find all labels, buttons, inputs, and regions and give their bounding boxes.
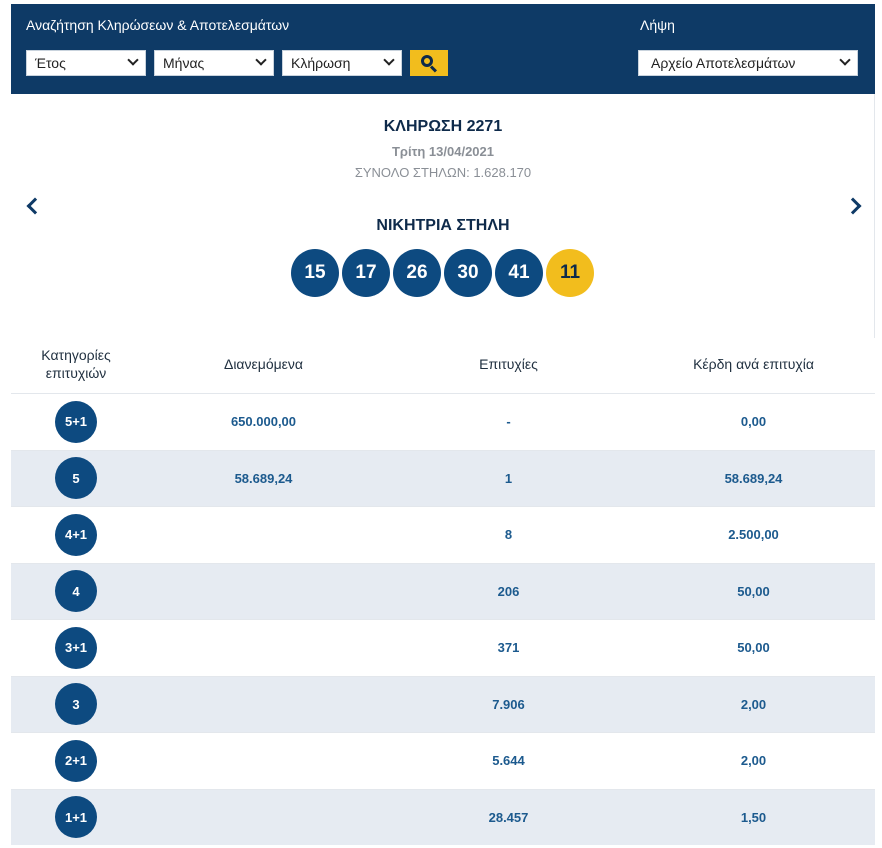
winners-cell: 1 [504, 470, 513, 486]
archive-select-label: Αρχείο Αποτελεσμάτων [651, 55, 796, 71]
winning-numbers: 15 17 26 30 41 11 [291, 249, 594, 297]
search-icon [421, 55, 438, 73]
winning-number: 26 [393, 249, 441, 297]
winners-cell: 28.457 [488, 809, 529, 825]
category-badge: 2+1 [55, 739, 97, 782]
month-select[interactable]: Μήνας [154, 50, 274, 76]
distributed-cell: 58.689,24 [234, 470, 293, 486]
search-button[interactable] [410, 50, 448, 76]
table-row: 4+1 8 2.500,00 [11, 506, 875, 563]
year-select[interactable]: Έτος [26, 50, 146, 76]
table-row: 3+1 371 50,00 [11, 619, 875, 676]
winning-column-title: ΝΙΚΗΤΡΙΑ ΣΤΗΛΗ [376, 217, 510, 234]
search-bar: Αναζήτηση Κληρώσεων & Αποτελεσμάτων Λήψη… [11, 4, 875, 94]
draw-select-label: Κλήρωση [291, 55, 351, 71]
chevron-down-icon [839, 54, 851, 66]
winning-number: 41 [495, 249, 543, 297]
prize-cell: 2,00 [740, 753, 767, 769]
winners-cell: 5.644 [492, 753, 525, 769]
year-select-label: Έτος [35, 55, 66, 71]
winning-number: 17 [342, 249, 390, 297]
chevron-down-icon [255, 54, 267, 66]
category-badge: 4 [55, 570, 97, 613]
winners-cell: 8 [504, 527, 513, 543]
prize-cell: 2,00 [740, 696, 767, 712]
category-badge: 4+1 [55, 513, 97, 556]
table-row: 4 206 50,00 [11, 562, 875, 619]
search-title: Αναζήτηση Κληρώσεων & Αποτελεσμάτων [26, 17, 290, 33]
header-category: Κατηγορίες επιτυχιών [41, 347, 111, 381]
joker-number: 11 [546, 249, 594, 297]
winners-cell: 7.906 [492, 696, 525, 712]
winners-cell: - [506, 414, 511, 430]
distributed-cell: 650.000,00 [230, 414, 297, 430]
category-badge: 3+1 [55, 626, 97, 669]
prize-cell: 50,00 [737, 583, 770, 599]
draw-select[interactable]: Κλήρωση [282, 50, 402, 76]
winners-cell: 206 [497, 583, 520, 599]
category-badge: 3 [55, 683, 97, 726]
header-winners: Επιτυχίες [479, 356, 538, 372]
table-row: 5 58.689,24 1 58.689,24 [11, 449, 875, 506]
category-badge: 5 [55, 457, 97, 500]
category-badge: 5+1 [55, 400, 97, 443]
archive-select[interactable]: Αρχείο Αποτελεσμάτων [638, 50, 858, 76]
table-row: 1+1 28.457 1,50 [11, 788, 875, 845]
prize-cell: 1,50 [740, 809, 767, 825]
draw-panel: ΚΛΗΡΩΣΗ 2271 Τρίτη 13/04/2021 ΣΥΝΟΛΟ ΣΤΗ… [11, 94, 875, 338]
header-prize: Κέρδη ανά επιτυχία [693, 356, 814, 372]
table-header: Κατηγορίες επιτυχιών Διανεμόμενα Επιτυχί… [11, 338, 875, 393]
prize-cell: 0,00 [740, 414, 767, 430]
chevron-left-icon[interactable] [26, 197, 44, 215]
prize-cell: 58.689,24 [724, 470, 783, 486]
table-row: 5+1 650.000,00 - 0,00 [11, 393, 875, 450]
download-title: Λήψη [640, 17, 675, 33]
draw-date: Τρίτη 13/04/2021 [391, 144, 494, 159]
winning-number: 15 [291, 249, 339, 297]
prize-cell: 50,00 [737, 640, 770, 656]
month-select-label: Μήνας [163, 55, 205, 71]
chevron-down-icon [383, 54, 395, 66]
winning-number: 30 [444, 249, 492, 297]
results-table: Κατηγορίες επιτυχιών Διανεμόμενα Επιτυχί… [11, 338, 875, 845]
table-row: 2+1 5.644 2,00 [11, 732, 875, 789]
winners-cell: 371 [497, 640, 520, 656]
header-distributed: Διανεμόμενα [223, 356, 304, 372]
draw-total-columns: ΣΥΝΟΛΟ ΣΤΗΛΩΝ: 1.628.170 [354, 165, 532, 180]
chevron-down-icon [127, 54, 139, 66]
category-badge: 1+1 [55, 796, 97, 839]
prize-cell: 2.500,00 [728, 527, 779, 543]
chevron-right-icon[interactable] [844, 197, 862, 215]
table-row: 3 7.906 2,00 [11, 675, 875, 732]
draw-title: ΚΛΗΡΩΣΗ 2271 [383, 118, 503, 135]
